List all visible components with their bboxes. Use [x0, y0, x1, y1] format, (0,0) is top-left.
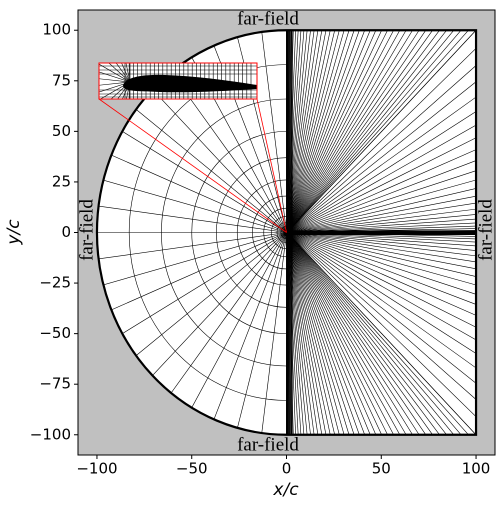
y-tick-label: 75 — [52, 71, 71, 89]
y-tick-label: −50 — [39, 324, 71, 342]
x-tick-label: −50 — [176, 460, 208, 478]
annotation: far-field — [475, 199, 496, 261]
x-axis-label: x/c — [272, 480, 299, 500]
y-tick-label: 100 — [42, 21, 71, 39]
y-tick-label: 50 — [52, 122, 71, 140]
annotation: far-field — [237, 434, 299, 455]
x-tick-label: 0 — [282, 460, 292, 478]
y-axis-label: y/c — [4, 219, 24, 246]
y-tick-label: −100 — [30, 425, 71, 443]
x-tick-label: 100 — [462, 460, 491, 478]
y-tick-label: 25 — [52, 172, 71, 190]
annotation: far-field — [76, 199, 97, 261]
x-tick-label: −100 — [76, 460, 117, 478]
x-tick-label: 50 — [372, 460, 391, 478]
y-tick-label: −75 — [39, 375, 71, 393]
y-tick-label: 0 — [61, 223, 71, 241]
annotation: far-field — [237, 8, 299, 29]
y-tick-label: −25 — [39, 274, 71, 292]
